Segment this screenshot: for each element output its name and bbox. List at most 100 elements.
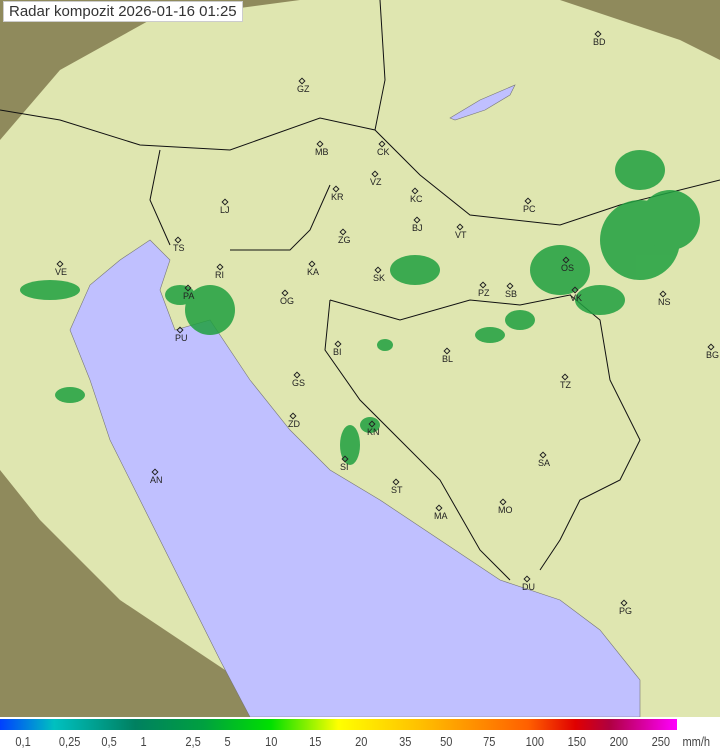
city-marker-icon [334,340,342,348]
city-marker-icon [571,286,579,294]
city-label: KA [307,267,319,277]
city-label: BD [593,37,606,47]
city-marker-icon [316,140,324,148]
rain-echo [505,310,535,330]
city-label: MB [315,147,329,157]
city-marker-icon [707,343,715,351]
city-label: PU [175,333,188,343]
rain-echo [575,285,625,315]
city-marker-icon [561,373,569,381]
city-marker-icon [151,468,159,476]
legend-label: 200 [609,734,629,749]
city-label: LJ [220,205,230,215]
city-label: TZ [560,380,571,390]
city-label: KN [367,427,380,437]
city-label: BI [333,347,342,357]
legend-label: 100 [525,734,545,749]
city-label: PG [619,606,632,616]
city-marker-icon [332,185,340,193]
legend-label: 75 [483,734,496,749]
city-marker-icon [523,575,531,583]
city-label: PZ [478,288,490,298]
rain-echo [55,387,85,403]
city-marker-icon [506,282,514,290]
rain-echo [185,285,235,335]
city-marker-icon [378,140,386,148]
legend-label: 0,5 [101,734,117,749]
legend-label: 2,5 [185,734,201,749]
lake-balaton [449,84,516,121]
city-marker-icon [221,198,229,206]
city-label: KC [410,194,423,204]
city-marker-icon [411,187,419,195]
rain-echo [530,245,590,295]
city-marker-icon [562,256,570,264]
legend-label: 250 [651,734,671,749]
city-label: BL [442,354,453,364]
city-label: OS [561,263,574,273]
city-label: PA [183,291,194,301]
rain-echo [615,150,665,190]
legend-label: 5 [224,734,231,749]
city-label: SK [373,273,385,283]
city-label: CK [377,147,390,157]
city-marker-icon [308,260,316,268]
legend-label: 0,25 [58,734,81,749]
city-label: GZ [297,84,310,94]
city-label: MO [498,505,513,515]
city-label: VZ [370,177,382,187]
legend-unit: mm/h [682,734,711,749]
radar-map: GZ BD MB CK VZ KR KC PC LJ ZG BJ VT TS VE RI KA SK PZ SB OS… [0,0,720,717]
city-label: GS [292,378,305,388]
city-label: ST [391,485,403,495]
city-label: OG [280,296,294,306]
city-label: SB [505,289,517,299]
legend-label: 150 [567,734,587,749]
city-marker-icon [176,326,184,334]
legend-label: 35 [399,734,412,749]
city-marker-icon [293,371,301,379]
city-marker-icon [216,263,224,271]
city-marker-icon [174,236,182,244]
city-marker-icon [289,412,297,420]
legend-label: 50 [440,734,453,749]
city-marker-icon [524,197,532,205]
city-marker-icon [371,170,379,178]
city-marker-icon [56,260,64,268]
city-marker-icon [539,451,547,459]
city-label: TS [173,243,185,253]
rain-echo [640,190,700,250]
city-label: ZG [338,235,351,245]
legend-label: 20 [355,734,368,749]
city-marker-icon [341,455,349,463]
city-marker-icon [368,420,376,428]
legend-label: 0,1 [15,734,31,749]
city-marker-icon [374,266,382,274]
legend-label: 15 [309,734,322,749]
city-marker-icon [413,216,421,224]
legend-labels: 0,1 0,25 0,5 1 2,5 5 10 15 20 35 50 75 100 150 200 250 m… [0,734,720,751]
city-marker-icon [620,599,628,607]
map-title: Radar kompozit 2026-01-16 01:25 [3,1,243,22]
city-label: PC [523,204,536,214]
city-label: RI [215,270,224,280]
precipitation-legend-bar [0,719,677,730]
city-label: MA [434,511,448,521]
city-marker-icon [456,223,464,231]
city-label: AN [150,475,163,485]
legend-label: 10 [265,734,278,749]
rain-echo [475,327,505,343]
city-markers: GZ BD MB CK VZ KR KC PC LJ ZG BJ VT TS VE RI KA SK PZ SB OS… [55,30,719,616]
city-label: VK [570,293,582,303]
city-label: NS [658,297,671,307]
rain-echo [390,255,440,285]
city-label: DU [522,582,535,592]
city-marker-icon [479,281,487,289]
city-label: KR [331,192,344,202]
city-marker-icon [339,228,347,236]
city-marker-icon [594,30,602,38]
city-marker-icon [499,498,507,506]
rain-echo [20,280,80,300]
city-marker-icon [659,290,667,298]
legend-label: 1 [140,734,147,749]
